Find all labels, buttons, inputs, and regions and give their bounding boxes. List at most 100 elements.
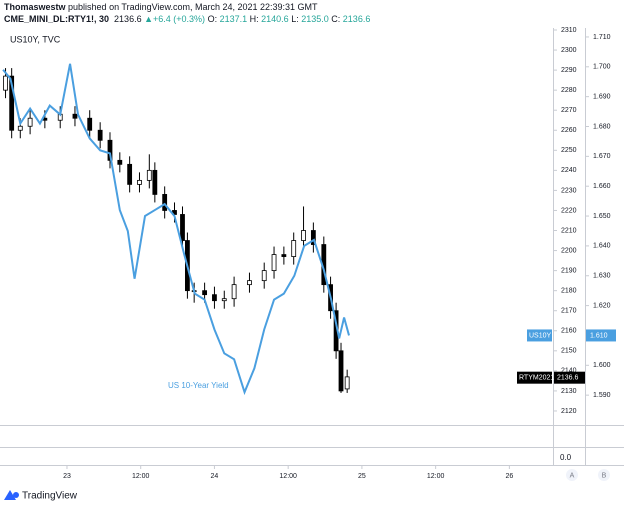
- legend-label: US10Y, TVC: [10, 34, 61, 44]
- candle-body: [231, 284, 237, 300]
- y-tick-label: 2190: [561, 267, 577, 274]
- candle-body: [291, 240, 297, 257]
- y-tick-label: 2280: [561, 87, 577, 94]
- y-tick-label: 2260: [561, 127, 577, 134]
- y-tick-label: 2180: [561, 288, 577, 295]
- y-tick-label: 2220: [561, 207, 577, 214]
- candle-body: [338, 350, 344, 392]
- l-label: L:: [291, 14, 299, 24]
- high: 2140.6: [261, 14, 289, 24]
- candle-body: [3, 75, 8, 91]
- o-label: O:: [207, 14, 218, 24]
- axis-button-label: A: [570, 472, 575, 479]
- y-tick-label: 2130: [561, 388, 577, 395]
- y-tick-label: 2140: [561, 368, 577, 375]
- y2-tick-label: 1.710: [593, 34, 611, 41]
- candle-body: [72, 113, 78, 119]
- svg-text:TradingView: TradingView: [22, 491, 78, 502]
- series-name-box: [517, 371, 552, 384]
- header: Thomaswestw published on TradingView.com…: [4, 1, 370, 25]
- candle-body: [344, 376, 350, 390]
- last-value-box: [586, 329, 616, 342]
- y2-tick-label: 1.670: [593, 153, 611, 160]
- tradingview-logo: TradingView: [4, 490, 78, 502]
- candle-body: [107, 139, 113, 161]
- h-label: H:: [249, 14, 259, 24]
- candle-body: [247, 280, 252, 286]
- candle-body: [271, 254, 277, 272]
- candle-body: [137, 179, 142, 185]
- y-tick-label: 2170: [561, 308, 577, 315]
- c-label: C:: [331, 14, 341, 24]
- candle-body: [162, 194, 168, 211]
- x-tick-label: 12:00: [279, 473, 297, 480]
- y-tick-label: 2210: [561, 227, 577, 234]
- candle-body: [261, 270, 267, 282]
- candle-body: [97, 129, 103, 141]
- last-value-label: 1.610: [590, 332, 608, 339]
- y-tick-label: 2310: [561, 27, 577, 34]
- y-tick-label: 2200: [561, 247, 577, 254]
- lower-pane-label: 0.0: [560, 453, 572, 462]
- y2-tick-label: 1.600: [593, 362, 611, 369]
- candle-body: [221, 298, 227, 302]
- axis-button-label: B: [602, 472, 607, 479]
- published: published on TradingView.com, March 24, …: [68, 2, 318, 12]
- y2-tick-label: 1.690: [593, 93, 611, 100]
- line-series: [2, 63, 350, 396]
- candle-body: [27, 117, 33, 127]
- y2-tick-label: 1.630: [593, 273, 611, 280]
- candle-body: [281, 254, 287, 257]
- candle-body: [202, 290, 208, 296]
- last-value-label: 2136.6: [557, 375, 579, 382]
- symbol-line: CME_MINI_DL:RTY1!, 30 2136.6 ▲+6.4 (+0.3…: [4, 13, 370, 25]
- x-tick-label: 12:00: [427, 473, 445, 480]
- axis-button[interactable]: [566, 469, 578, 481]
- series-name: RTYM2021: [519, 375, 554, 382]
- y-tick-label: 2230: [561, 187, 577, 194]
- author: Thomaswestw: [4, 2, 66, 12]
- y-tick-label: 2300: [561, 47, 577, 54]
- y2-tick-label: 1.620: [593, 302, 611, 309]
- y-tick-label: 2250: [561, 147, 577, 154]
- x-tick-label: 24: [211, 473, 219, 480]
- x-tick-label: 12:00: [132, 473, 150, 480]
- y-tick-label: 2290: [561, 67, 577, 74]
- close: 2136.6: [342, 14, 371, 24]
- candle-body: [152, 169, 158, 195]
- y2-tick-label: 1.590: [593, 392, 611, 399]
- change: +6.4 (+0.3%): [153, 14, 206, 24]
- author-line: Thomaswestw published on TradingView.com…: [4, 1, 370, 13]
- symbol: CME_MINI_DL:RTY1!, 30: [4, 14, 110, 24]
- y2-tick-label: 1.640: [593, 243, 611, 250]
- y2-tick-label: 1.650: [593, 213, 611, 220]
- candle-body: [301, 230, 306, 241]
- series-name-box: [527, 329, 552, 342]
- y-tick-label: 2120: [561, 408, 577, 415]
- y2-tick-label: 1.700: [593, 64, 611, 71]
- axis-button[interactable]: [598, 469, 610, 481]
- candle-body: [17, 125, 23, 131]
- candle-body: [117, 159, 123, 165]
- arrow: ▲: [144, 14, 154, 24]
- price: 2136.6: [114, 14, 142, 24]
- y-tick-label: 2240: [561, 167, 577, 174]
- candle-body: [9, 75, 15, 131]
- candle-body: [87, 117, 93, 131]
- candle-body: [146, 169, 152, 181]
- x-tick-label: 23: [63, 473, 71, 480]
- last-value-box: [554, 371, 585, 384]
- x-tick-label: 26: [505, 473, 513, 480]
- annotation: US 10-Year Yield: [168, 381, 229, 390]
- candle-body: [212, 294, 217, 302]
- y2-tick-label: 1.660: [593, 183, 611, 190]
- candle-body: [310, 230, 316, 245]
- low: 2135.0: [301, 14, 329, 24]
- x-tick-label: 25: [358, 473, 366, 480]
- y-tick-label: 2160: [561, 328, 577, 335]
- candle-body: [180, 214, 185, 241]
- open: 2137.1: [219, 14, 248, 24]
- candle-body: [127, 163, 133, 185]
